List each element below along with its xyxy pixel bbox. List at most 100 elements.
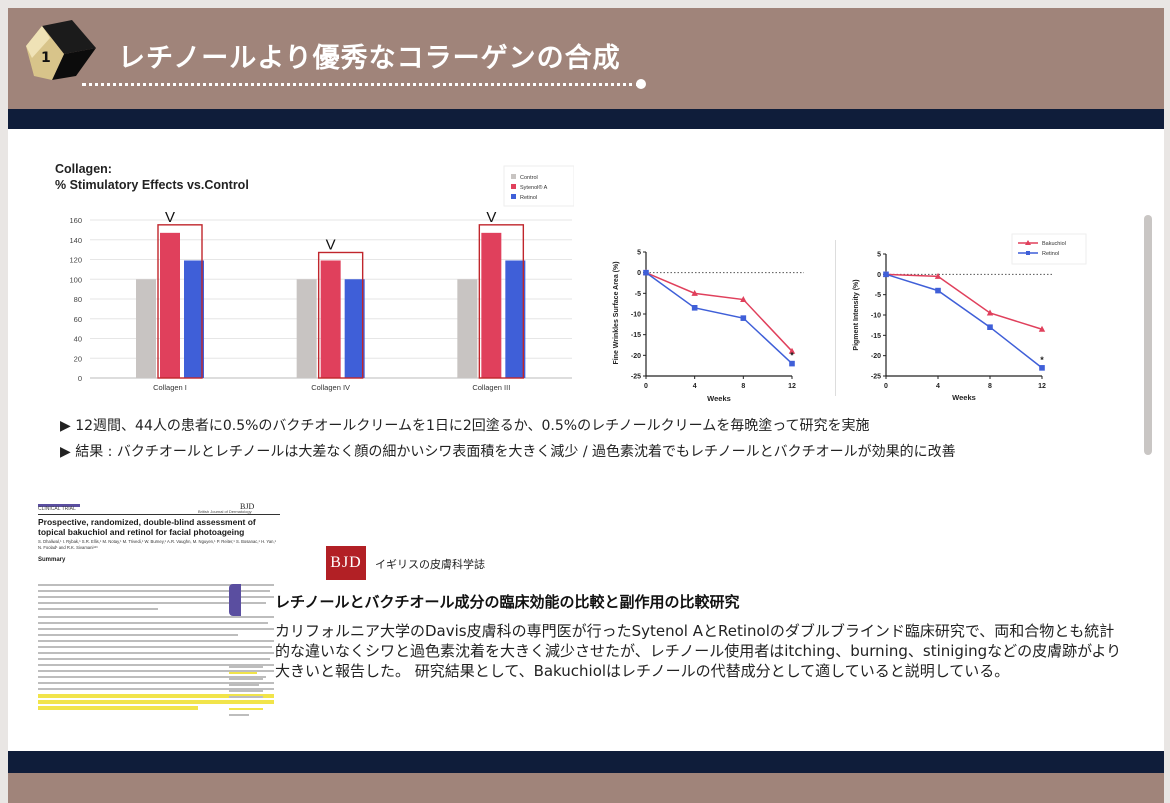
y-tick-label: 0 (877, 272, 881, 279)
y-tick-label: -10 (871, 313, 881, 320)
legend-retinol-line: Retinol (1042, 251, 1059, 257)
fine-wrinkles-line-chart: Fine Wrinkles Surface Area (%) Weeks 50-… (613, 250, 804, 403)
y-tick-label: 5 (637, 250, 641, 257)
scrollbar[interactable] (1144, 215, 1152, 455)
paper-page-tab (229, 584, 241, 616)
y-tick-label: -25 (871, 374, 881, 381)
bjd-logo: BJD (326, 546, 366, 580)
section-number: 1 (41, 50, 51, 66)
bar (505, 260, 526, 378)
highlighted-conclusion (38, 694, 274, 698)
bar (457, 279, 478, 378)
pigment-legend: Bakuchiol Retinol (1011, 233, 1087, 265)
y-tick-label: 20 (74, 354, 82, 363)
y-tick-label: -20 (631, 353, 641, 360)
y-tick-label: 0 (78, 374, 82, 383)
legend-retinol: Retinol (520, 195, 537, 201)
bar (481, 232, 502, 378)
y-tick-label: 160 (69, 216, 82, 225)
slide-footer (8, 773, 1164, 803)
paper-summary-heading: Summary (38, 557, 66, 563)
data-point (987, 324, 993, 330)
legend-bakuchiol: Bakuchiol (1042, 241, 1066, 247)
y-tick-label: -5 (875, 292, 881, 299)
data-point (1038, 325, 1046, 332)
data-point (691, 289, 698, 296)
series-line (645, 272, 793, 365)
finding-item: ▶ 12週間、44人の患者に0.5%のバクチオールクリームを1日に2回塗るか、0… (60, 418, 870, 434)
study-description: カリフォルニア大学のDavis皮膚科の専門医が行ったSytenol AとReti… (275, 622, 1122, 680)
x-tick-label: 0 (644, 383, 648, 390)
y-tick-label: -10 (631, 312, 641, 319)
legend-sytenol: Sytenol® A (520, 184, 548, 191)
bar-chart-title-line1: Collagen: (55, 162, 112, 176)
paper-accent-bar (38, 504, 80, 507)
annotation-label: V (486, 209, 496, 226)
cube-badge-icon (26, 20, 96, 80)
data-point (883, 271, 889, 278)
y-tick-label: -15 (631, 332, 641, 339)
bar-chart-title-line2: % Stimulatory Effects vs.Control (55, 178, 249, 192)
paper-journal-logo: BJD (240, 502, 255, 511)
y-tick-label: 120 (69, 256, 82, 265)
title-underline-dot (636, 79, 646, 89)
bar (160, 232, 180, 378)
data-point (643, 269, 649, 276)
header-band (8, 109, 1164, 129)
paper-title: Prospective, randomized, double-blind as… (38, 517, 256, 537)
x-tick-label: 12 (788, 383, 796, 390)
annotation-label: V (326, 236, 336, 253)
findings-list: ▶ 12週間、44人の患者に0.5%のバクチオールクリームを1日に2回塗るか、0… (60, 413, 956, 465)
wrinkle-chart-marks: 50-5-10-15-20-250 4 8 12* (631, 250, 804, 390)
slide: 1 レチノールより優秀なコラーゲンの合成 Collagen: % Stimula… (8, 8, 1164, 803)
bar (320, 260, 341, 378)
x-tick-label: 12 (1038, 383, 1046, 390)
pigment-xlabel: Weeks (952, 393, 976, 402)
collagen-bar-chart: Collagen: % Stimulatory Effects vs.Contr… (55, 162, 574, 392)
y-tick-label: 60 (74, 315, 82, 324)
data-point (986, 309, 994, 316)
annotation-label: V (165, 209, 175, 226)
paper-section-label: CLINICAL TRIAL (38, 506, 76, 512)
y-tick-label: -5 (635, 291, 641, 298)
data-point (740, 296, 747, 303)
highlight-box (317, 251, 364, 379)
y-tick-label: 80 (74, 295, 82, 304)
journal-label: イギリスの皮膚科学誌 (375, 558, 485, 571)
pigment-intensity-line-chart: Pigment Intensity (%) Weeks Bakuchiol Re… (853, 233, 1087, 402)
bar (296, 279, 317, 378)
highlight-box (478, 224, 525, 379)
y-tick-label: -15 (871, 333, 881, 340)
finding-item: ▶ 結果 : バクチオールとレチノールは大差なく顔の細かいシワ表面積を大きく減少… (60, 444, 956, 460)
y-tick-label: 40 (74, 335, 82, 344)
significance-marker: * (790, 351, 794, 361)
data-point (1039, 365, 1045, 371)
footer-band (8, 751, 1164, 773)
chart-divider (835, 240, 836, 396)
y-tick-label: -20 (871, 353, 881, 360)
study-title: レチノールとバクチオール成分の臨床効能の比較と副作用の比較研究 (275, 593, 740, 611)
series-line (885, 273, 1043, 330)
page-title: レチノールより優秀なコラーゲンの合成 (118, 43, 621, 74)
data-point (691, 305, 698, 311)
data-point (740, 315, 747, 321)
x-tick-label: 8 (988, 383, 992, 390)
highlight-box (157, 224, 203, 379)
y-tick-label: 100 (69, 275, 82, 284)
y-tick-label: -25 (631, 374, 641, 381)
paper-snippet (229, 666, 269, 718)
legend-control: Control (520, 175, 538, 181)
x-tick-label: 4 (693, 383, 697, 390)
wrinkle-xlabel: Weeks (707, 394, 731, 403)
x-category-label: Collagen I (153, 383, 187, 392)
paper-journal-name: British Journal of Dermatology (198, 509, 252, 514)
title-underline (82, 83, 640, 86)
y-tick-label: 0 (637, 270, 641, 277)
y-tick-label: 140 (69, 236, 82, 245)
data-point (934, 272, 942, 279)
data-point (935, 287, 941, 294)
x-category-label: Collagen IV (311, 383, 350, 392)
x-tick-label: 4 (936, 383, 940, 390)
paper-rule (38, 514, 280, 515)
